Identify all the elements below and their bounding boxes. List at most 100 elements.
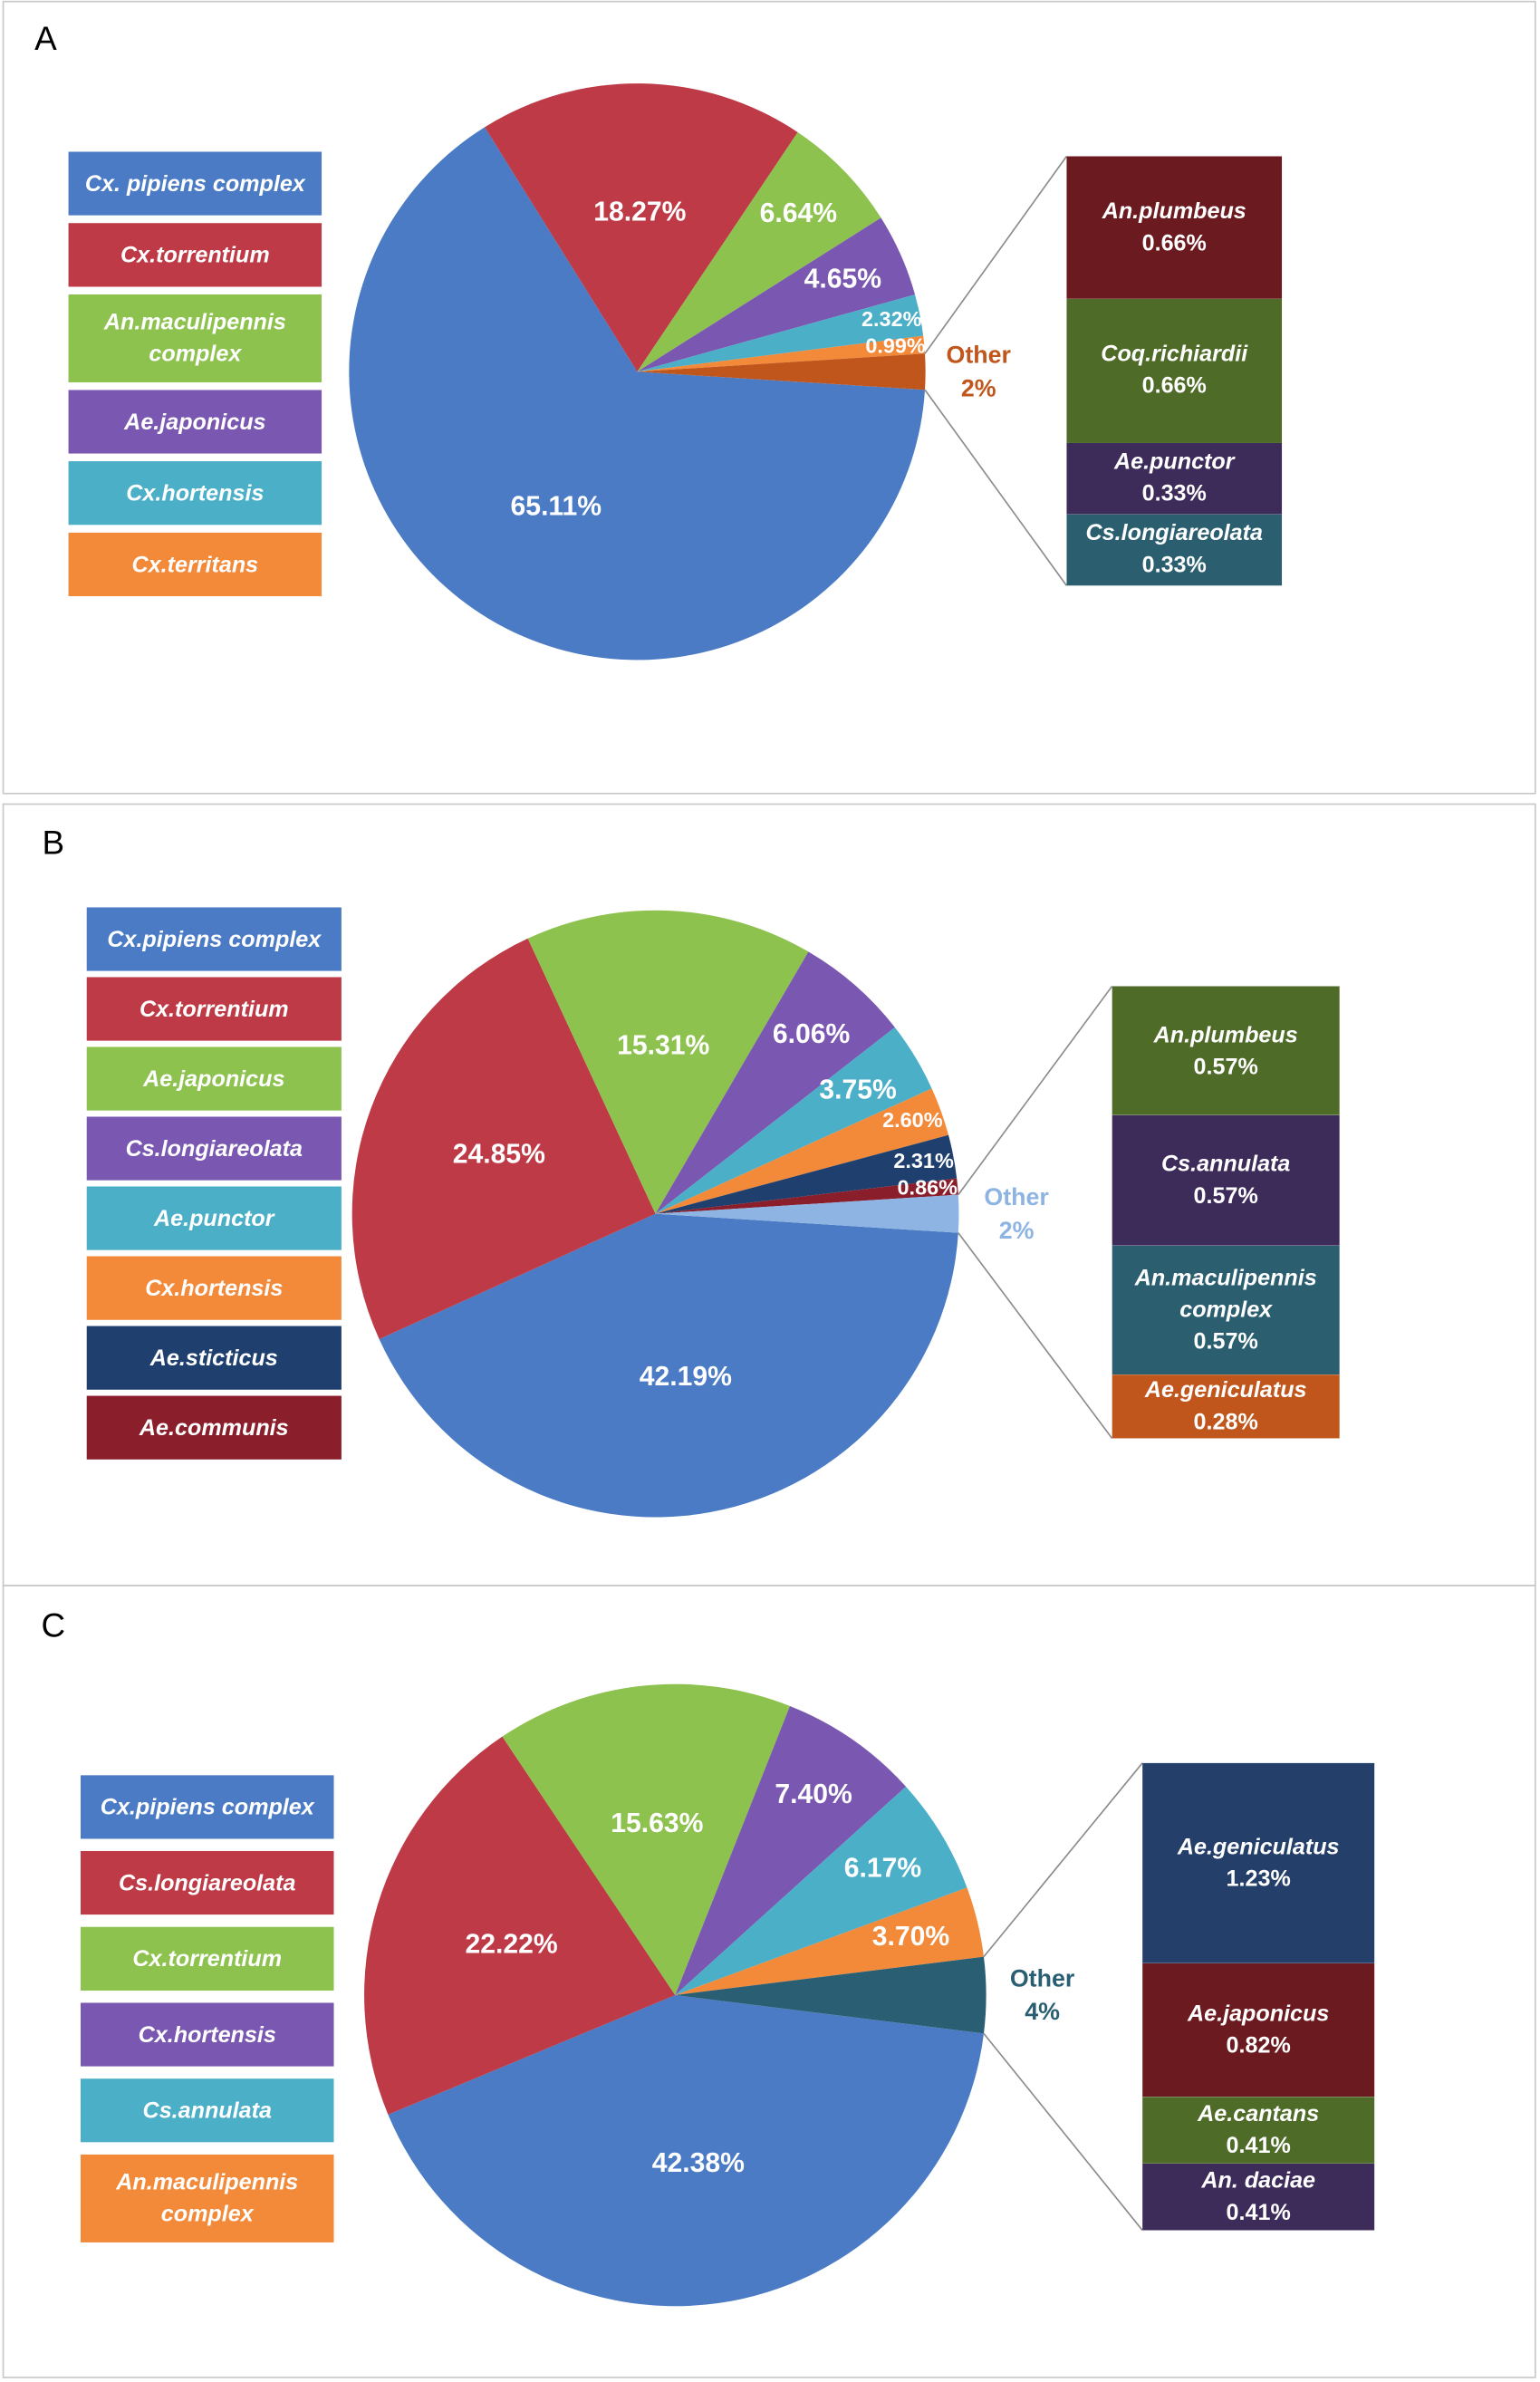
pie-slice bbox=[675, 1956, 987, 2034]
pie-slice bbox=[637, 217, 916, 372]
pie-slice bbox=[655, 1194, 959, 1233]
panel-frame bbox=[2, 0, 1536, 795]
legend-item-box: Ae.japonicus bbox=[68, 390, 322, 454]
bar-segment-box: Ae.japonicus 0.82% bbox=[1142, 1962, 1375, 2098]
bar-segment: An. daciae 0.41% bbox=[1142, 2163, 1375, 2231]
pie-slice bbox=[485, 83, 798, 372]
bar-segment-box: An.maculipennis complex 0.57% bbox=[1112, 1245, 1340, 1375]
slice-label: 2.60% bbox=[882, 1108, 943, 1132]
legend-item-box: An.maculipennis complex bbox=[80, 2154, 334, 2242]
pie-slice bbox=[655, 1027, 932, 1214]
bar-segment-box: An. daciae 0.41% bbox=[1142, 2163, 1375, 2231]
bar-segment-box: Cs.annulata 0.57% bbox=[1112, 1115, 1340, 1246]
bar-segment-box: Ae.geniculatus 0.28% bbox=[1112, 1374, 1340, 1439]
panel-frame bbox=[2, 1585, 1536, 2378]
legend-item: Cx.territans bbox=[68, 532, 322, 597]
label: Cx.torrentium bbox=[120, 242, 270, 268]
value-label: 1.23% bbox=[1226, 1866, 1291, 1893]
pie-slice bbox=[349, 127, 926, 661]
slice-label: 42.19% bbox=[640, 1362, 732, 1392]
legend-item: Cx. pipiens complex bbox=[68, 151, 322, 216]
slice-label: 2.32% bbox=[861, 307, 922, 331]
connector bbox=[924, 389, 1068, 586]
bar-segment: An.plumbeus 0.66% bbox=[1066, 156, 1283, 300]
legend-item-box: Cx.hortensis bbox=[80, 2002, 334, 2067]
bar-segment-box: Ae.geniculatus 1.23% bbox=[1142, 1762, 1375, 1963]
other-name: Other bbox=[1010, 1964, 1075, 1991]
label: Cs.longiareolata bbox=[119, 1869, 296, 1896]
legend-item-box: Ae.japonicus bbox=[86, 1046, 342, 1111]
connector bbox=[983, 1762, 1143, 1958]
legend-item: Cx.torrentium bbox=[68, 223, 322, 287]
value-label: 0.33% bbox=[1141, 553, 1207, 579]
pie-slice bbox=[675, 1705, 907, 1995]
label: Ae.sticticus bbox=[149, 1345, 278, 1371]
label: Ae.geniculatus bbox=[1144, 1377, 1307, 1403]
legend-item: Cx.torrentium bbox=[80, 1926, 334, 1991]
bar-segment-box: Ae.cantans 0.41% bbox=[1142, 2097, 1375, 2164]
other-name: Other bbox=[947, 342, 1012, 369]
other-name: Other bbox=[984, 1183, 1049, 1210]
label: Cs.annulata bbox=[142, 2098, 272, 2124]
bar-segment: An.maculipennis complex 0.57% bbox=[1112, 1245, 1340, 1375]
connector bbox=[958, 985, 1113, 1196]
bar-segment: Ae.japonicus 0.82% bbox=[1142, 1962, 1375, 2098]
legend-item-box: Cx.pipiens complex bbox=[86, 907, 342, 971]
label: Ae.japonicus bbox=[143, 1066, 285, 1092]
legend-item: Ae.punctor bbox=[86, 1186, 342, 1250]
pie-slice bbox=[637, 335, 926, 372]
bar-segment-box: An.plumbeus 0.66% bbox=[1066, 156, 1283, 300]
pie-slice bbox=[379, 1213, 958, 1518]
legend-item: Cx.hortensis bbox=[68, 461, 322, 526]
slice-label: 15.31% bbox=[617, 1031, 709, 1061]
value-label: 0.33% bbox=[1141, 481, 1207, 507]
panel-label: B bbox=[42, 824, 64, 861]
bar-segment: Cs.longiareolata 0.33% bbox=[1066, 514, 1283, 586]
slice-label: 4.65% bbox=[804, 265, 881, 294]
label: Cx.pipiens complex bbox=[107, 926, 322, 952]
slice-label: 65.11% bbox=[511, 491, 602, 521]
bar-segment: An.plumbeus 0.57% bbox=[1112, 986, 1340, 1116]
label: Ae.punctor bbox=[1113, 449, 1235, 476]
pie-slice bbox=[527, 910, 809, 1214]
legend-item-box: Cx.territans bbox=[68, 532, 322, 597]
pie-slice bbox=[655, 951, 895, 1214]
bar-segment-box: Ae.punctor 0.33% bbox=[1066, 442, 1283, 515]
connector bbox=[983, 2032, 1143, 2232]
slice-label: 3.75% bbox=[819, 1075, 896, 1104]
pie-slice bbox=[364, 1736, 676, 2115]
bar-segment-box: An.plumbeus 0.57% bbox=[1112, 986, 1340, 1116]
label: Cs.longiareolata bbox=[1085, 521, 1263, 547]
value-label: 0.66% bbox=[1141, 230, 1207, 257]
legend-item-box: Cx.torrentium bbox=[68, 223, 322, 287]
label: Ae.geniculatus bbox=[1177, 1834, 1340, 1860]
label: An.plumbeus bbox=[1102, 198, 1246, 226]
legend-item-box: Cx.torrentium bbox=[86, 977, 342, 1041]
label: An. daciae bbox=[1201, 2167, 1316, 2194]
label: Ae.cantans bbox=[1198, 2101, 1320, 2127]
legend-item: Cx.torrentium bbox=[86, 977, 342, 1041]
pie-slice bbox=[655, 1178, 958, 1214]
bar-segment: Ae.geniculatus 0.28% bbox=[1112, 1374, 1340, 1439]
label: Cx.torrentium bbox=[132, 1945, 283, 1972]
legend-item-box: Cs.annulata bbox=[80, 2078, 334, 2143]
slice-label: 15.63% bbox=[611, 1808, 703, 1838]
other-label: 2% bbox=[961, 374, 996, 401]
legend-item: An.maculipennis complex bbox=[80, 2154, 334, 2242]
legend-item-box: Ae.punctor bbox=[86, 1186, 342, 1250]
slice-label: 6.64% bbox=[760, 198, 837, 228]
other-label: 4% bbox=[1025, 1998, 1060, 2025]
legend-item: Ae.sticticus bbox=[86, 1326, 342, 1390]
bar-segment: Ae.cantans 0.41% bbox=[1142, 2097, 1375, 2164]
legend-item: Cx.hortensis bbox=[80, 2002, 334, 2067]
label: Cx.pipiens complex bbox=[100, 1794, 314, 1820]
panel-label: C bbox=[41, 1606, 65, 1644]
slice-label: 3.70% bbox=[872, 1922, 949, 1952]
legend-item: Ae.communis bbox=[86, 1395, 342, 1460]
legend-item-box: Cx.hortensis bbox=[86, 1256, 342, 1320]
value-label: 0.41% bbox=[1226, 2200, 1291, 2226]
label: Cs.annulata bbox=[1161, 1151, 1291, 1178]
legend-item: Cs.longiareolata bbox=[86, 1116, 342, 1181]
